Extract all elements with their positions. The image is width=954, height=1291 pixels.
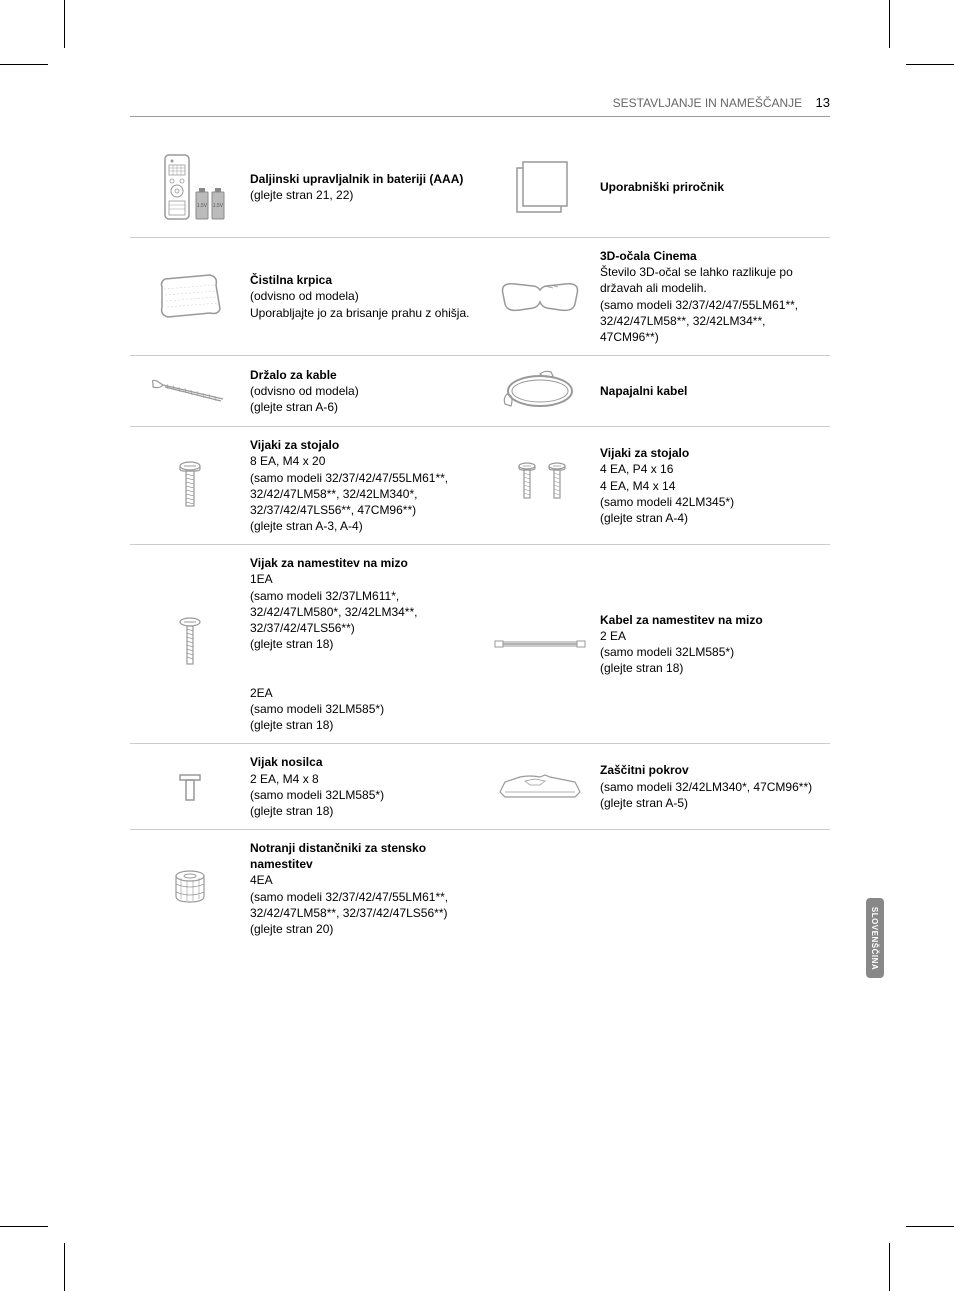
item-text: Napajalni kabel — [600, 383, 830, 399]
item-title: 3D-očala Cinema — [600, 249, 697, 263]
screw-icon — [130, 456, 250, 516]
item-title: Vijak za namestitev na mizo — [250, 556, 408, 570]
cell-left: Čistilna krpica (odvisno od modela)Upora… — [130, 248, 480, 345]
item-title: Čistilna krpica — [250, 273, 332, 287]
cloth-icon — [130, 267, 250, 327]
manual-icon — [480, 152, 600, 222]
item-sub: 4 EA, P4 x 164 EA, M4 x 14(samo modeli 4… — [600, 462, 734, 525]
item-title: Napajalni kabel — [600, 384, 687, 398]
item-text: Vijak nosilca 2 EA, M4 x 8(samo modeli 3… — [250, 754, 480, 819]
page-header: SESTAVLJANJE IN NAMEŠČANJE 13 — [130, 95, 830, 117]
cell-left: Vijak nosilca 2 EA, M4 x 8(samo modeli 3… — [130, 754, 480, 819]
cell-left: Vijaki za stojalo 8 EA, M4 x 20(samo mod… — [130, 437, 480, 534]
item-title: Daljinski upravljalnik in bateriji (AAA) — [250, 172, 463, 186]
cover-icon — [480, 767, 600, 807]
item-text: Notranji distančniki za stensko namestit… — [250, 840, 480, 937]
item-text: Kabel za namestitev na mizo 2 EA(samo mo… — [600, 612, 830, 677]
item-title: Notranji distančniki za stensko namestit… — [250, 841, 426, 871]
item-sub: (samo modeli 32/42LM340*, 47CM96**)(glej… — [600, 780, 812, 810]
item-text: Daljinski upravljalnik in bateriji (AAA)… — [250, 171, 480, 203]
cell-left: 1.5V 1.5V Daljinski upravljalnik in bate… — [130, 147, 480, 227]
item-text: Uporabniški priročnik — [600, 179, 830, 195]
cell-right: Kabel za namestitev na mizo 2 EA(samo mo… — [480, 555, 830, 733]
spacer-icon — [130, 864, 250, 914]
cell-left: Notranji distančniki za stensko namestit… — [130, 840, 480, 937]
accessories-table: 1.5V 1.5V Daljinski upravljalnik in bate… — [130, 137, 830, 947]
item-title: Držalo za kable — [250, 368, 337, 382]
svg-text:1.5V: 1.5V — [197, 203, 208, 209]
glasses-icon — [480, 272, 600, 322]
cell-right: Napajalni kabel — [480, 366, 830, 416]
svg-text:1.5V: 1.5V — [213, 203, 224, 209]
remote-icon: 1.5V 1.5V — [130, 147, 250, 227]
table-row: 1.5V 1.5V Daljinski upravljalnik in bate… — [130, 137, 830, 238]
desk-cable-icon — [480, 634, 600, 654]
item-title: Vijaki za stojalo — [600, 446, 689, 460]
table-row: Držalo za kable (odvisno od modela)(glej… — [130, 356, 830, 427]
cell-right: 3D-očala Cinema Število 3D-očal se lahko… — [480, 248, 830, 345]
item-sub: (odvisno od modela)Uporabljajte jo za br… — [250, 289, 469, 319]
cable-holder-icon — [130, 371, 250, 411]
language-tab: SLOVENŠČINA — [866, 898, 884, 978]
bracket-screw-icon — [130, 767, 250, 807]
page-content: SESTAVLJANJE IN NAMEŠČANJE 13 — [130, 95, 830, 947]
item-title: Zaščitni pokrov — [600, 763, 689, 777]
item-title: Uporabniški priročnik — [600, 180, 724, 194]
cell-right-empty — [480, 840, 830, 937]
item-title: Kabel za namestitev na mizo — [600, 613, 763, 627]
item-sub: (odvisno od modela)(glejte stran A-6) — [250, 384, 359, 414]
desk-screw-icon — [130, 614, 250, 674]
item-sub: (glejte stran 21, 22) — [250, 188, 353, 202]
item-title: Vijaki za stojalo — [250, 438, 339, 452]
item-sub: 2 EA, M4 x 8(samo modeli 32LM585*)(glejt… — [250, 772, 384, 818]
section-title: SESTAVLJANJE IN NAMEŠČANJE — [613, 96, 803, 110]
item-text: Vijaki za stojalo 4 EA, P4 x 164 EA, M4 … — [600, 445, 830, 526]
item-sub: Število 3D-očal se lahko razlikuje po dr… — [600, 265, 798, 344]
cell-right: Vijaki za stojalo 4 EA, P4 x 164 EA, M4 … — [480, 437, 830, 534]
page-number: 13 — [816, 95, 830, 110]
cell-right: Zaščitni pokrov (samo modeli 32/42LM340*… — [480, 754, 830, 819]
table-row: Čistilna krpica (odvisno od modela)Upora… — [130, 238, 830, 356]
table-row: Notranji distančniki za stensko namestit… — [130, 830, 830, 947]
table-row: Vijak za namestitev na mizo 1EA(samo mod… — [130, 545, 830, 744]
item-text: Vijaki za stojalo 8 EA, M4 x 20(samo mod… — [250, 437, 480, 534]
item-text: Držalo za kable (odvisno od modela)(glej… — [250, 367, 480, 416]
cell-left: Vijak za namestitev na mizo 1EA(samo mod… — [130, 555, 480, 733]
cell-left: Držalo za kable (odvisno od modela)(glej… — [130, 366, 480, 416]
cell-right: Uporabniški priročnik — [480, 147, 830, 227]
table-row: Vijaki za stojalo 8 EA, M4 x 20(samo mod… — [130, 427, 830, 545]
language-label: SLOVENŠČINA — [871, 906, 880, 969]
item-text: Čistilna krpica (odvisno od modela)Upora… — [250, 272, 480, 321]
power-cord-icon — [480, 366, 600, 416]
screws-icon — [480, 458, 600, 513]
item-text: 3D-očala Cinema Število 3D-očal se lahko… — [600, 248, 830, 345]
item-text: Zaščitni pokrov (samo modeli 32/42LM340*… — [600, 762, 830, 811]
item-text: Vijak za namestitev na mizo 1EA(samo mod… — [250, 555, 480, 733]
item-sub: 1EA(samo modeli 32/37LM611*, 32/42/47LM5… — [250, 572, 417, 732]
item-sub: 4EA(samo modeli 32/37/42/47/55LM61**, 32… — [250, 873, 448, 936]
item-sub: 8 EA, M4 x 20(samo modeli 32/37/42/47/55… — [250, 454, 448, 533]
item-sub: 2 EA(samo modeli 32LM585*)(glejte stran … — [600, 629, 734, 675]
item-title: Vijak nosilca — [250, 755, 323, 769]
table-row: Vijak nosilca 2 EA, M4 x 8(samo modeli 3… — [130, 744, 830, 830]
